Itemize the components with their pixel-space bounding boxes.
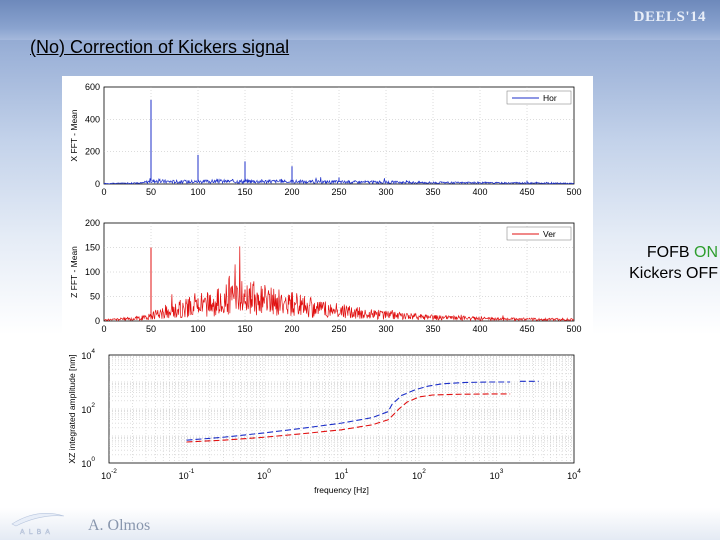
integrated-line-0 (186, 381, 511, 441)
x-tick-label-0: 0 (101, 187, 106, 197)
y-tick-label-0: 0 (95, 179, 100, 189)
x-tick-label-0: 50 (146, 187, 156, 197)
tick-base: 10 (490, 471, 500, 481)
tick-base: 10 (567, 471, 577, 481)
tick-exponent: 4 (577, 468, 581, 475)
legend-label-Ver: Ver (543, 229, 556, 239)
tick-base: 10 (81, 459, 91, 469)
x-tick-label-1: 100 (190, 324, 205, 334)
author-name: A. Olmos (88, 517, 151, 534)
series-line-Ver (103, 246, 575, 322)
fofb-status: ON (694, 244, 718, 261)
x-tick-label-0: 300 (378, 187, 393, 197)
fofb-label: FOFB (646, 244, 690, 261)
x-tick-label-1: 50 (146, 324, 156, 334)
tick-exponent: 0 (267, 468, 271, 475)
header-band (0, 0, 720, 40)
y-tick-label-0: 600 (85, 82, 100, 92)
x-tick-label-1: 350 (425, 324, 440, 334)
x-tick-label-1: 150 (237, 324, 252, 334)
tick-base: 10 (101, 471, 111, 481)
footer-band (0, 508, 720, 540)
x-tick-label-1: 250 (331, 324, 346, 334)
y-tick-label-1: 50 (90, 292, 100, 302)
x-tick-label-2: 10-1 (179, 468, 195, 481)
tick-exponent: 2 (91, 402, 95, 409)
x-tick-label-1: 300 (378, 324, 393, 334)
logo-swoosh (11, 513, 65, 527)
x-axis-label-2: frequency [Hz] (314, 485, 369, 495)
x-tick-label-0: 450 (519, 187, 534, 197)
fft-figure: 0 50 100 150 200 250 300 350 400 450 5000200400600… (67, 82, 582, 495)
y-tick-label-2: 100 (81, 456, 95, 469)
tick-exponent: 2 (422, 468, 426, 475)
tick-exponent: -2 (111, 468, 117, 475)
tick-base: 10 (81, 405, 91, 415)
y-tick-label-2: 104 (81, 348, 95, 361)
x-tick-label-2: 102 (412, 468, 426, 481)
tick-exponent: -1 (189, 468, 195, 475)
y-tick-label-0: 200 (85, 147, 100, 157)
y-axis-label-1: Z FFT - Mean (69, 246, 79, 298)
tick-base: 10 (81, 351, 91, 361)
legend-label-Hor: Hor (543, 93, 557, 103)
x-tick-label-0: 250 (331, 187, 346, 197)
y-tick-label-1: 200 (85, 218, 100, 228)
y-tick-label-1: 0 (95, 316, 100, 326)
y-axis-label-0: X FFT - Mean (69, 109, 79, 162)
tick-base: 10 (335, 471, 345, 481)
x-tick-label-2: 104 (567, 468, 581, 481)
kickers-line: Kickers OFF (629, 265, 718, 282)
integrated-line-1 (186, 393, 511, 443)
x-tick-label-2: 100 (257, 468, 271, 481)
conference-label: DEELS'14 (633, 9, 706, 25)
slide-title: (No) Correction of Kickers signal (30, 37, 290, 57)
x-tick-label-0: 400 (472, 187, 487, 197)
status-note: FOFB ON Kickers OFF (606, 242, 718, 284)
tick-base: 10 (412, 471, 422, 481)
x-tick-label-0: 100 (190, 187, 205, 197)
y-tick-label-0: 400 (85, 114, 100, 124)
tick-exponent: 4 (91, 348, 95, 355)
x-tick-label-2: 101 (335, 468, 349, 481)
fofb-line: FOFB ON (606, 242, 718, 263)
x-tick-label-0: 350 (425, 187, 440, 197)
x-tick-label-0: 500 (566, 187, 581, 197)
tick-exponent: 1 (345, 468, 349, 475)
logo-text: ALBA (20, 529, 54, 536)
x-tick-label-1: 0 (101, 324, 106, 334)
y-tick-label-1: 150 (85, 243, 100, 253)
y-axis-label-2: XZ integrated amplitude [nm] (67, 354, 77, 463)
x-tick-label-1: 500 (566, 324, 581, 334)
x-tick-label-0: 150 (237, 187, 252, 197)
x-tick-label-2: 10-2 (101, 468, 117, 481)
tick-base: 10 (257, 471, 267, 481)
x-tick-label-1: 200 (284, 324, 299, 334)
x-tick-label-2: 103 (490, 468, 504, 481)
alba-logo: ALBA (11, 513, 65, 536)
tick-exponent: 3 (500, 468, 504, 475)
tick-base: 10 (179, 471, 189, 481)
x-tick-label-1: 450 (519, 324, 534, 334)
x-tick-label-0: 200 (284, 187, 299, 197)
x-tick-label-1: 400 (472, 324, 487, 334)
y-tick-label-2: 102 (81, 402, 95, 415)
figure-panel: 0 50 100 150 200 250 300 350 400 450 500 0 200 400 600… (62, 76, 593, 500)
tick-exponent: 0 (91, 456, 95, 463)
y-tick-label-1: 100 (85, 267, 100, 277)
